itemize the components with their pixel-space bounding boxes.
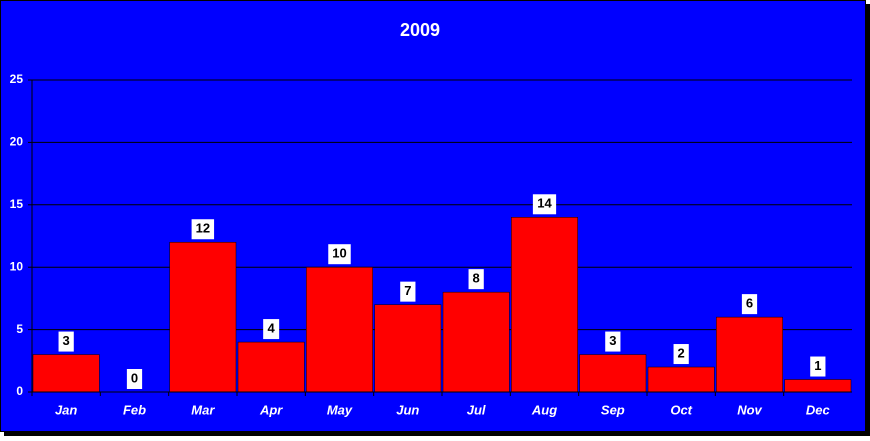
y-tick-label: 25 — [10, 72, 24, 86]
data-label-box — [263, 319, 280, 340]
bar — [374, 304, 442, 393]
x-tick-label: Aug — [531, 402, 557, 417]
x-tick-label: Nov — [737, 402, 762, 417]
y-tick-label: 20 — [10, 135, 24, 149]
bar — [579, 354, 647, 393]
data-label-box — [191, 219, 215, 240]
data-label: 0 — [131, 370, 138, 385]
x-tick-label: Jul — [467, 402, 486, 417]
bar — [32, 354, 100, 393]
data-label-box — [328, 244, 351, 265]
data-label: 3 — [609, 333, 616, 348]
data-label: 14 — [537, 196, 552, 211]
data-label: 8 — [473, 271, 480, 286]
data-label: 10 — [332, 246, 346, 261]
bar — [237, 341, 305, 393]
x-tick-label: Jan — [55, 402, 77, 417]
data-label-box — [673, 344, 689, 365]
bar — [716, 316, 783, 393]
data-label-box — [126, 369, 143, 389]
x-tick-label: Apr — [259, 402, 283, 417]
data-label-box — [532, 194, 557, 215]
bar — [169, 241, 237, 393]
x-tick-label: Mar — [191, 402, 215, 417]
data-label: 3 — [63, 333, 70, 348]
bar — [647, 366, 715, 393]
x-tick-label: Oct — [670, 402, 692, 417]
bar — [306, 266, 373, 393]
data-label-box — [741, 294, 758, 315]
x-tick-label: Dec — [806, 402, 831, 417]
y-tick-label: 5 — [16, 322, 23, 336]
data-label: 7 — [404, 283, 411, 298]
x-tick-label: May — [327, 402, 353, 417]
data-label-box — [400, 281, 416, 302]
bar — [784, 379, 852, 393]
x-tick-label: Jun — [396, 402, 419, 417]
bar — [442, 291, 510, 393]
data-label: 12 — [196, 221, 210, 236]
data-label-box — [810, 356, 826, 377]
data-label-box — [58, 331, 74, 352]
y-tick-label: 10 — [10, 259, 24, 273]
chart-title: 2009 — [400, 20, 440, 40]
x-tick-label: Sep — [601, 402, 625, 417]
data-label-box — [468, 269, 484, 290]
y-tick-label: 0 — [16, 384, 23, 398]
data-label: 6 — [746, 296, 753, 311]
data-label: 4 — [268, 321, 276, 336]
bar — [511, 217, 578, 393]
data-label-box — [605, 331, 621, 352]
data-label: 1 — [814, 358, 821, 373]
x-tick-label: Feb — [123, 402, 146, 417]
data-label: 2 — [678, 345, 685, 360]
y-tick-label: 15 — [10, 197, 24, 211]
